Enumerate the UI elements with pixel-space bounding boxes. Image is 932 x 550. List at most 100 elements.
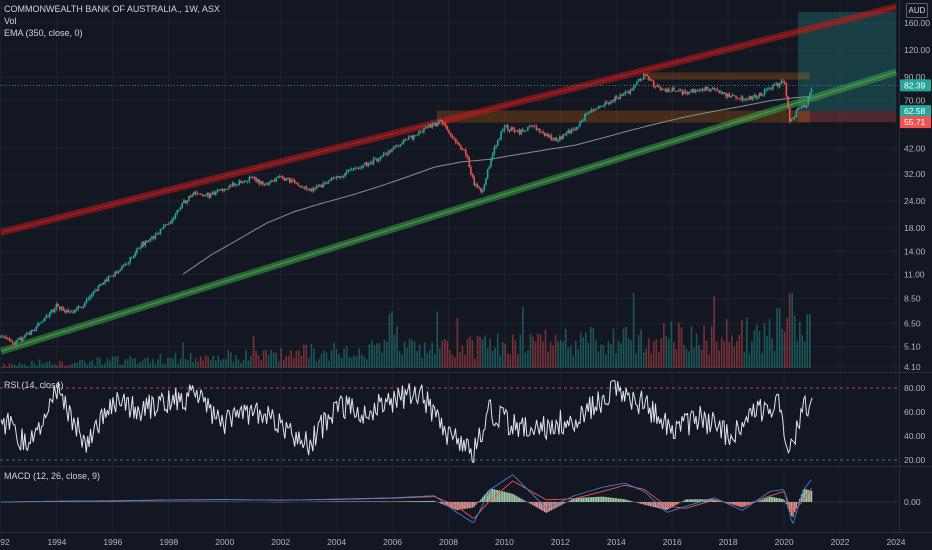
symbol-title[interactable]: COMMONWEALTH BANK OF AUSTRALIA., 1W, ASX — [4, 4, 220, 14]
price-candle — [755, 94, 757, 101]
candle-body — [387, 150, 390, 155]
price-candle — [721, 91, 724, 96]
macd-histogram-bar — [513, 494, 516, 502]
price-candle — [470, 164, 472, 176]
macd-histogram-bar — [782, 499, 784, 502]
macd-histogram-bar — [570, 499, 573, 502]
candle-body — [16, 339, 19, 341]
price-candle — [109, 275, 111, 278]
candle-body — [329, 180, 331, 182]
volume-bar — [494, 347, 496, 368]
candle-body — [419, 131, 422, 133]
macd-histogram-bar — [780, 498, 783, 502]
price-candle — [183, 198, 185, 204]
volume-bar — [368, 344, 371, 368]
candle-body — [426, 126, 429, 128]
macd-histogram-bar — [371, 501, 373, 502]
price-candle — [624, 90, 627, 97]
price-candle — [134, 250, 137, 259]
volume-bar — [806, 314, 809, 368]
volume-bar — [245, 350, 247, 368]
price-candle — [441, 120, 444, 126]
candle-body — [340, 176, 343, 178]
volume-bar — [388, 314, 391, 368]
candle-body — [293, 180, 296, 183]
macd-histogram-bar — [770, 496, 772, 502]
price-candle — [444, 122, 447, 129]
macd-histogram-bar — [695, 499, 697, 502]
candle-body — [661, 88, 663, 90]
candle-body — [757, 96, 759, 99]
candle-body — [121, 266, 123, 270]
candle-body — [647, 75, 650, 80]
macd-histogram-bar — [649, 502, 652, 507]
price-candle — [616, 94, 618, 100]
volume-bar — [11, 364, 13, 368]
price-candle — [666, 88, 669, 94]
price-candle — [156, 231, 158, 236]
candle-body — [282, 176, 284, 179]
volume-bar — [119, 364, 121, 368]
macd-histogram-bar — [681, 501, 684, 502]
candle-body — [654, 86, 657, 88]
candle-body — [656, 85, 658, 87]
rsi-label[interactable]: RSI (14, close) — [4, 380, 64, 390]
y-tick-label: 14.00 — [904, 247, 926, 257]
volume-bar — [632, 293, 635, 368]
macd-histogram-bar — [535, 502, 538, 508]
price-candle — [28, 331, 31, 336]
macd-histogram-bar — [426, 501, 428, 502]
macd-histogram-bar — [505, 492, 507, 502]
price-candle — [584, 112, 586, 122]
candle-body — [384, 153, 387, 154]
macd-histogram-bar — [631, 501, 633, 502]
candle-body — [193, 191, 195, 195]
ema-legend[interactable]: EMA (350, close, 0) — [4, 28, 83, 38]
price-candle — [107, 275, 110, 283]
price-candle — [90, 293, 93, 299]
macd-histogram-bar — [414, 501, 417, 502]
candle-body — [599, 105, 601, 107]
volume-bar — [396, 326, 398, 368]
volume-bar — [471, 340, 474, 368]
volume-bar — [328, 360, 330, 368]
price-candle — [728, 91, 731, 98]
price-candle — [775, 81, 778, 86]
candle-body — [139, 247, 142, 249]
price-candle — [683, 88, 685, 95]
price-candle — [13, 342, 16, 347]
price-candle — [465, 147, 467, 158]
volume-bar — [559, 339, 562, 368]
price-candle — [649, 78, 652, 82]
candle-body — [548, 135, 551, 137]
volume-bar — [572, 355, 575, 368]
macd-histogram-bar — [639, 502, 642, 504]
volume-bar — [381, 352, 383, 368]
price-candle — [664, 87, 667, 93]
volume-bar — [134, 358, 137, 368]
volume-bar — [237, 359, 240, 368]
price-candle — [800, 105, 803, 109]
volume-bar — [436, 311, 439, 368]
macd-label[interactable]: MACD (12, 26, close, 9) — [4, 471, 101, 481]
volume-bar — [725, 319, 728, 368]
candle-body — [77, 306, 79, 309]
currency-badge[interactable]: AUD — [906, 3, 928, 18]
volume-bar — [202, 360, 204, 368]
price-candle — [367, 161, 370, 168]
candle-body — [513, 129, 516, 132]
price-candle — [298, 185, 301, 188]
candle-body — [107, 276, 110, 282]
price-candle — [35, 325, 38, 332]
candle-body — [565, 133, 568, 136]
candle-body — [614, 96, 616, 102]
candle-body — [203, 195, 205, 196]
price-candle — [807, 97, 809, 107]
volume-bar — [532, 336, 534, 368]
macd-histogram-bar — [456, 502, 459, 511]
candle-body — [637, 78, 640, 82]
candle-body — [127, 262, 130, 264]
volume-legend[interactable]: Vol — [4, 16, 17, 26]
candle-body — [552, 139, 554, 141]
